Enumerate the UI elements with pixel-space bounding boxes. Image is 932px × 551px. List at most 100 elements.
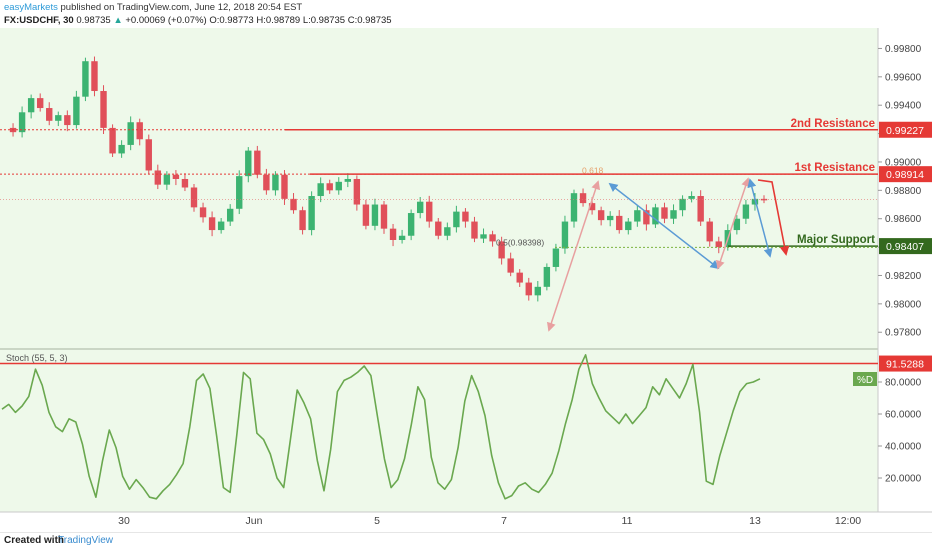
last-price: 0.98735: [76, 15, 111, 26]
candle-body: [236, 176, 243, 209]
stoch-tick-label: 20.0000: [885, 474, 922, 485]
candle-body: [73, 96, 80, 126]
time-tick-label: 7: [501, 515, 507, 527]
ohlc-legend: FX:USDCHF, 30 0.98735 ▲ +0.00069 (+0.07%…: [4, 15, 392, 26]
chart-header: easyMarkets published on TradingView.com…: [0, 0, 932, 28]
candle-body: [670, 210, 677, 219]
candle-body: [55, 115, 62, 121]
price-tick-label: 0.99000: [885, 157, 922, 168]
candle-body: [471, 221, 478, 239]
time-tick-label: 13: [749, 515, 761, 527]
measure-arrow-down-2: [747, 178, 773, 258]
second-resistance-price-badge: [879, 121, 932, 138]
candle-body: [27, 98, 35, 113]
candle-body: [742, 204, 750, 219]
time-tick-label: 11: [622, 515, 633, 527]
stoch-badge: [853, 372, 877, 386]
time-axis-bg[interactable]: [0, 512, 932, 532]
candle-body: [118, 144, 125, 154]
stoch-tick-label: 60.0000: [885, 410, 922, 421]
stoch-tick-label: 80.0000: [885, 378, 922, 389]
tradingview-logo[interactable]: TradingView: [58, 535, 114, 546]
candle-body: [172, 174, 180, 179]
candle-body: [525, 282, 532, 296]
stoch-badge-label: %D: [857, 375, 873, 386]
candle-body: [326, 183, 333, 191]
candle-body: [245, 150, 252, 177]
major-support-price-badge: [879, 238, 932, 255]
created-with-label: Created with: [4, 535, 65, 546]
measure-arrow-down-1: [608, 182, 720, 270]
time-tick-label: 30: [118, 515, 130, 527]
candle-body: [362, 204, 370, 226]
candle-body: [462, 211, 469, 222]
fib-half-label: 0.5(0.98398): [496, 237, 544, 247]
author-link[interactable]: easyMarkets: [4, 2, 58, 13]
candle-body: [407, 213, 415, 236]
candle-body: [208, 217, 216, 231]
candle-body: [217, 221, 225, 231]
candle-body: [272, 174, 279, 191]
candle-body: [688, 196, 695, 199]
candle-body: [181, 178, 189, 188]
price-tick-label: 0.98600: [885, 214, 922, 225]
candle-body: [516, 272, 523, 283]
price-tick-label: 0.98200: [885, 271, 922, 282]
fib-618-label: 0.618: [582, 166, 604, 176]
stoch-d-line: [1, 354, 761, 500]
candle-body: [552, 248, 560, 267]
price-axis-bg[interactable]: [878, 28, 932, 512]
stoch-tick-label: 40.0000: [885, 442, 922, 453]
candle-body: [398, 235, 406, 240]
price-pane[interactable]: [0, 28, 878, 348]
candle-body: [706, 221, 713, 242]
candle-body: [299, 210, 306, 231]
candle-body: [625, 221, 632, 231]
candle-body: [498, 241, 505, 259]
candle-body: [163, 174, 171, 185]
candle-body: [18, 112, 26, 133]
first-resistance-price-badge: [879, 166, 932, 183]
candle-body: [534, 286, 542, 296]
stoch-indicator-label: Stoch (55, 5, 3): [6, 353, 68, 363]
price-change: +0.00069 (+0.07%): [125, 15, 207, 26]
candle-body: [597, 210, 605, 221]
candle-body: [435, 221, 442, 236]
measure-arrow-up-1: [546, 180, 601, 332]
candle-body: [145, 139, 152, 171]
candle-body: [634, 210, 641, 222]
candle-body: [426, 201, 433, 222]
price-tick-label: 0.98800: [885, 186, 922, 197]
candle-body: [507, 258, 514, 273]
stoch-pane[interactable]: [0, 350, 878, 512]
candle-body: [109, 127, 116, 154]
candle-body: [389, 228, 397, 240]
candle-body: [335, 181, 342, 191]
candle-body: [579, 193, 587, 204]
candle-body: [290, 198, 297, 211]
time-tick-label: Jun: [246, 515, 263, 527]
price-tick-label: 0.99400: [885, 101, 922, 112]
candle-body: [308, 196, 315, 231]
second-resistance-price: 0.99227: [886, 125, 924, 137]
publish-text: published on TradingView.com, June 12, 2…: [60, 2, 303, 13]
symbol-label[interactable]: FX:USDCHF, 30: [4, 15, 74, 26]
candle-body: [64, 115, 71, 126]
candle-body: [453, 211, 460, 228]
candle-body: [715, 241, 722, 248]
chart-area[interactable]: 0.998000.996000.994000.992000.990000.988…: [0, 28, 932, 532]
first-resistance-price: 0.98914: [886, 169, 924, 181]
candle-body: [154, 170, 162, 185]
candle-body: [380, 204, 388, 229]
candle-body: [606, 215, 614, 221]
candle-body: [661, 207, 668, 219]
candle-body: [263, 174, 270, 191]
candle-body: [254, 150, 261, 175]
first-resistance-label: 1st Resistance: [794, 162, 875, 174]
candle-body: [371, 204, 379, 226]
price-chart[interactable]: 0.998000.996000.994000.992000.990000.988…: [0, 28, 932, 532]
candle-body: [570, 193, 578, 222]
candle-body: [317, 183, 324, 197]
price-tick-label: 0.98000: [885, 299, 922, 310]
second-resistance-label: 2nd Resistance: [791, 118, 875, 130]
